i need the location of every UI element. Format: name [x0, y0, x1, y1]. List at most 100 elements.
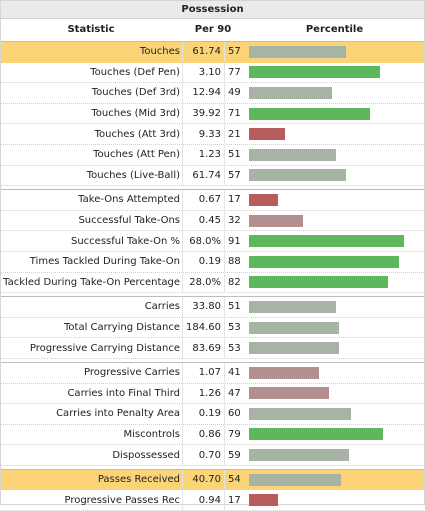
percentile-value: 59 — [228, 449, 241, 461]
table-row: Successful Take-Ons 0.45 32 — [1, 210, 424, 232]
per90-value: 0.86 — [183, 424, 225, 445]
per90-value: 0.19 — [183, 251, 225, 272]
table-body: Touches 61.74 57 Touches (Def Pen) 3.10 77 Tou… — [1, 42, 424, 511]
table-row: Progressive Passes Rec 0.94 17 — [1, 490, 424, 511]
stat-name: Carries into Final Third — [1, 383, 183, 404]
percentile-value: 21 — [228, 128, 241, 140]
percentile-bar — [249, 321, 340, 334]
percentile-bar-cell — [249, 470, 424, 490]
stat-name: Miscontrols — [1, 424, 183, 445]
per90-value: 39.92 — [183, 103, 225, 124]
percentile-value: 51 — [228, 301, 241, 313]
stat-name: Progressive Carrying Distance — [1, 338, 183, 358]
stat-name: Dispossessed — [1, 445, 183, 465]
percentile-bar — [249, 449, 350, 462]
percentile-bar — [249, 366, 319, 379]
group-separator — [1, 358, 424, 363]
percentile-bar — [249, 86, 333, 99]
header-per90[interactable]: Per 90 — [194, 24, 232, 35]
per90-value: 0.45 — [183, 210, 225, 231]
percentile-bar-cell — [249, 318, 424, 338]
table-row: Successful Take-On % 68.0% 91 — [1, 231, 424, 252]
table-row: Touches (Att 3rd) 9.33 21 — [1, 124, 424, 145]
percentile-bar-cell — [249, 490, 424, 510]
per90-value: 68.0% — [183, 231, 225, 251]
table-row: Total Carrying Distance 184.60 53 — [1, 317, 424, 339]
percentile-value: 54 — [228, 474, 241, 486]
stat-name: Take-Ons Attempted — [1, 190, 183, 210]
table-row: Dispossessed 0.70 59 — [1, 445, 424, 466]
percentile-value: 49 — [228, 87, 241, 99]
percentile-bar-cell — [249, 338, 424, 358]
percentile-bar-cell — [249, 425, 424, 445]
percentile-value: 60 — [228, 408, 241, 420]
percentile-bar-cell — [249, 145, 424, 165]
table-row: Passes Received 40.70 54 — [1, 469, 424, 491]
stat-name: Passes Received — [1, 469, 183, 490]
percentile-bar — [249, 128, 285, 141]
percentile-bar-cell — [249, 363, 424, 383]
percentile-bar-cell — [249, 104, 424, 124]
stat-name: Touches (Def Pen) — [1, 62, 183, 83]
table-row: Progressive Carrying Distance 83.69 53 — [1, 338, 424, 359]
stat-name: Touches (Att Pen) — [1, 144, 183, 165]
per90-value: 1.26 — [183, 383, 225, 404]
percentile-bar-cell — [249, 404, 424, 424]
percentile-bar-cell — [249, 273, 424, 293]
percentile-bar — [249, 148, 336, 161]
percentile-value: 71 — [228, 108, 241, 120]
group-separator — [1, 465, 424, 470]
percentile-bar-cell — [249, 384, 424, 404]
percentile-value: 53 — [228, 342, 241, 354]
percentile-bar-cell — [249, 42, 424, 62]
per90-value: 12.94 — [183, 83, 225, 103]
stat-name: Progressive Carries — [1, 362, 183, 383]
per90-value: 28.0% — [183, 272, 225, 293]
percentile-bar — [249, 169, 346, 182]
percentile-bar — [249, 473, 341, 486]
percentile-bar — [249, 45, 346, 58]
table-row: Touches 61.74 57 — [1, 42, 424, 63]
percentile-bar — [249, 66, 380, 79]
percentile-bar — [249, 214, 304, 227]
header-percentile[interactable]: Percentile — [305, 24, 364, 35]
header-statistic[interactable]: Statistic — [67, 24, 115, 35]
percentile-value: 32 — [228, 215, 241, 227]
per90-value: 0.70 — [183, 445, 225, 465]
table-row: Tackled During Take-On Percentage 28.0% 82 — [1, 272, 424, 294]
percentile-bar — [249, 387, 329, 400]
percentile-bar-cell — [249, 211, 424, 231]
stat-name: Progressive Passes Rec — [1, 490, 183, 511]
stat-name: Touches (Att 3rd) — [1, 124, 183, 144]
percentile-bar — [249, 276, 389, 289]
table-row: Miscontrols 0.86 79 — [1, 424, 424, 446]
stat-name: Carries into Penalty Area — [1, 404, 183, 424]
percentile-value: 79 — [228, 428, 241, 440]
percentile-bar-cell — [249, 252, 424, 272]
stat-name: Touches (Live-Ball) — [1, 165, 183, 186]
table-row: Touches (Mid 3rd) 39.92 71 — [1, 103, 424, 125]
per90-value: 83.69 — [183, 338, 225, 358]
percentile-value: 57 — [228, 169, 241, 181]
percentile-bar-cell — [249, 297, 424, 317]
percentile-value: 77 — [228, 66, 241, 78]
percentile-value: 53 — [228, 322, 241, 334]
percentile-value: 91 — [228, 235, 241, 247]
table-row: Carries into Penalty Area 0.19 60 — [1, 404, 424, 425]
percentile-value: 57 — [228, 46, 241, 58]
per90-value: 40.70 — [183, 469, 225, 490]
percentile-bar-cell — [249, 190, 424, 210]
per90-value: 0.19 — [183, 404, 225, 424]
percentile-bar-cell — [249, 63, 424, 83]
table-row: Times Tackled During Take-On 0.19 88 — [1, 251, 424, 273]
percentile-value: 17 — [228, 494, 241, 506]
table-row: Touches (Live-Ball) 61.74 57 — [1, 165, 424, 187]
table-row: Take-Ons Attempted 0.67 17 — [1, 190, 424, 211]
stat-name: Total Carrying Distance — [1, 317, 183, 338]
percentile-bar-cell — [249, 445, 424, 465]
percentile-bar — [249, 407, 351, 420]
group-separator — [1, 293, 424, 298]
percentile-value: 82 — [228, 276, 241, 288]
per90-value: 1.23 — [183, 144, 225, 165]
